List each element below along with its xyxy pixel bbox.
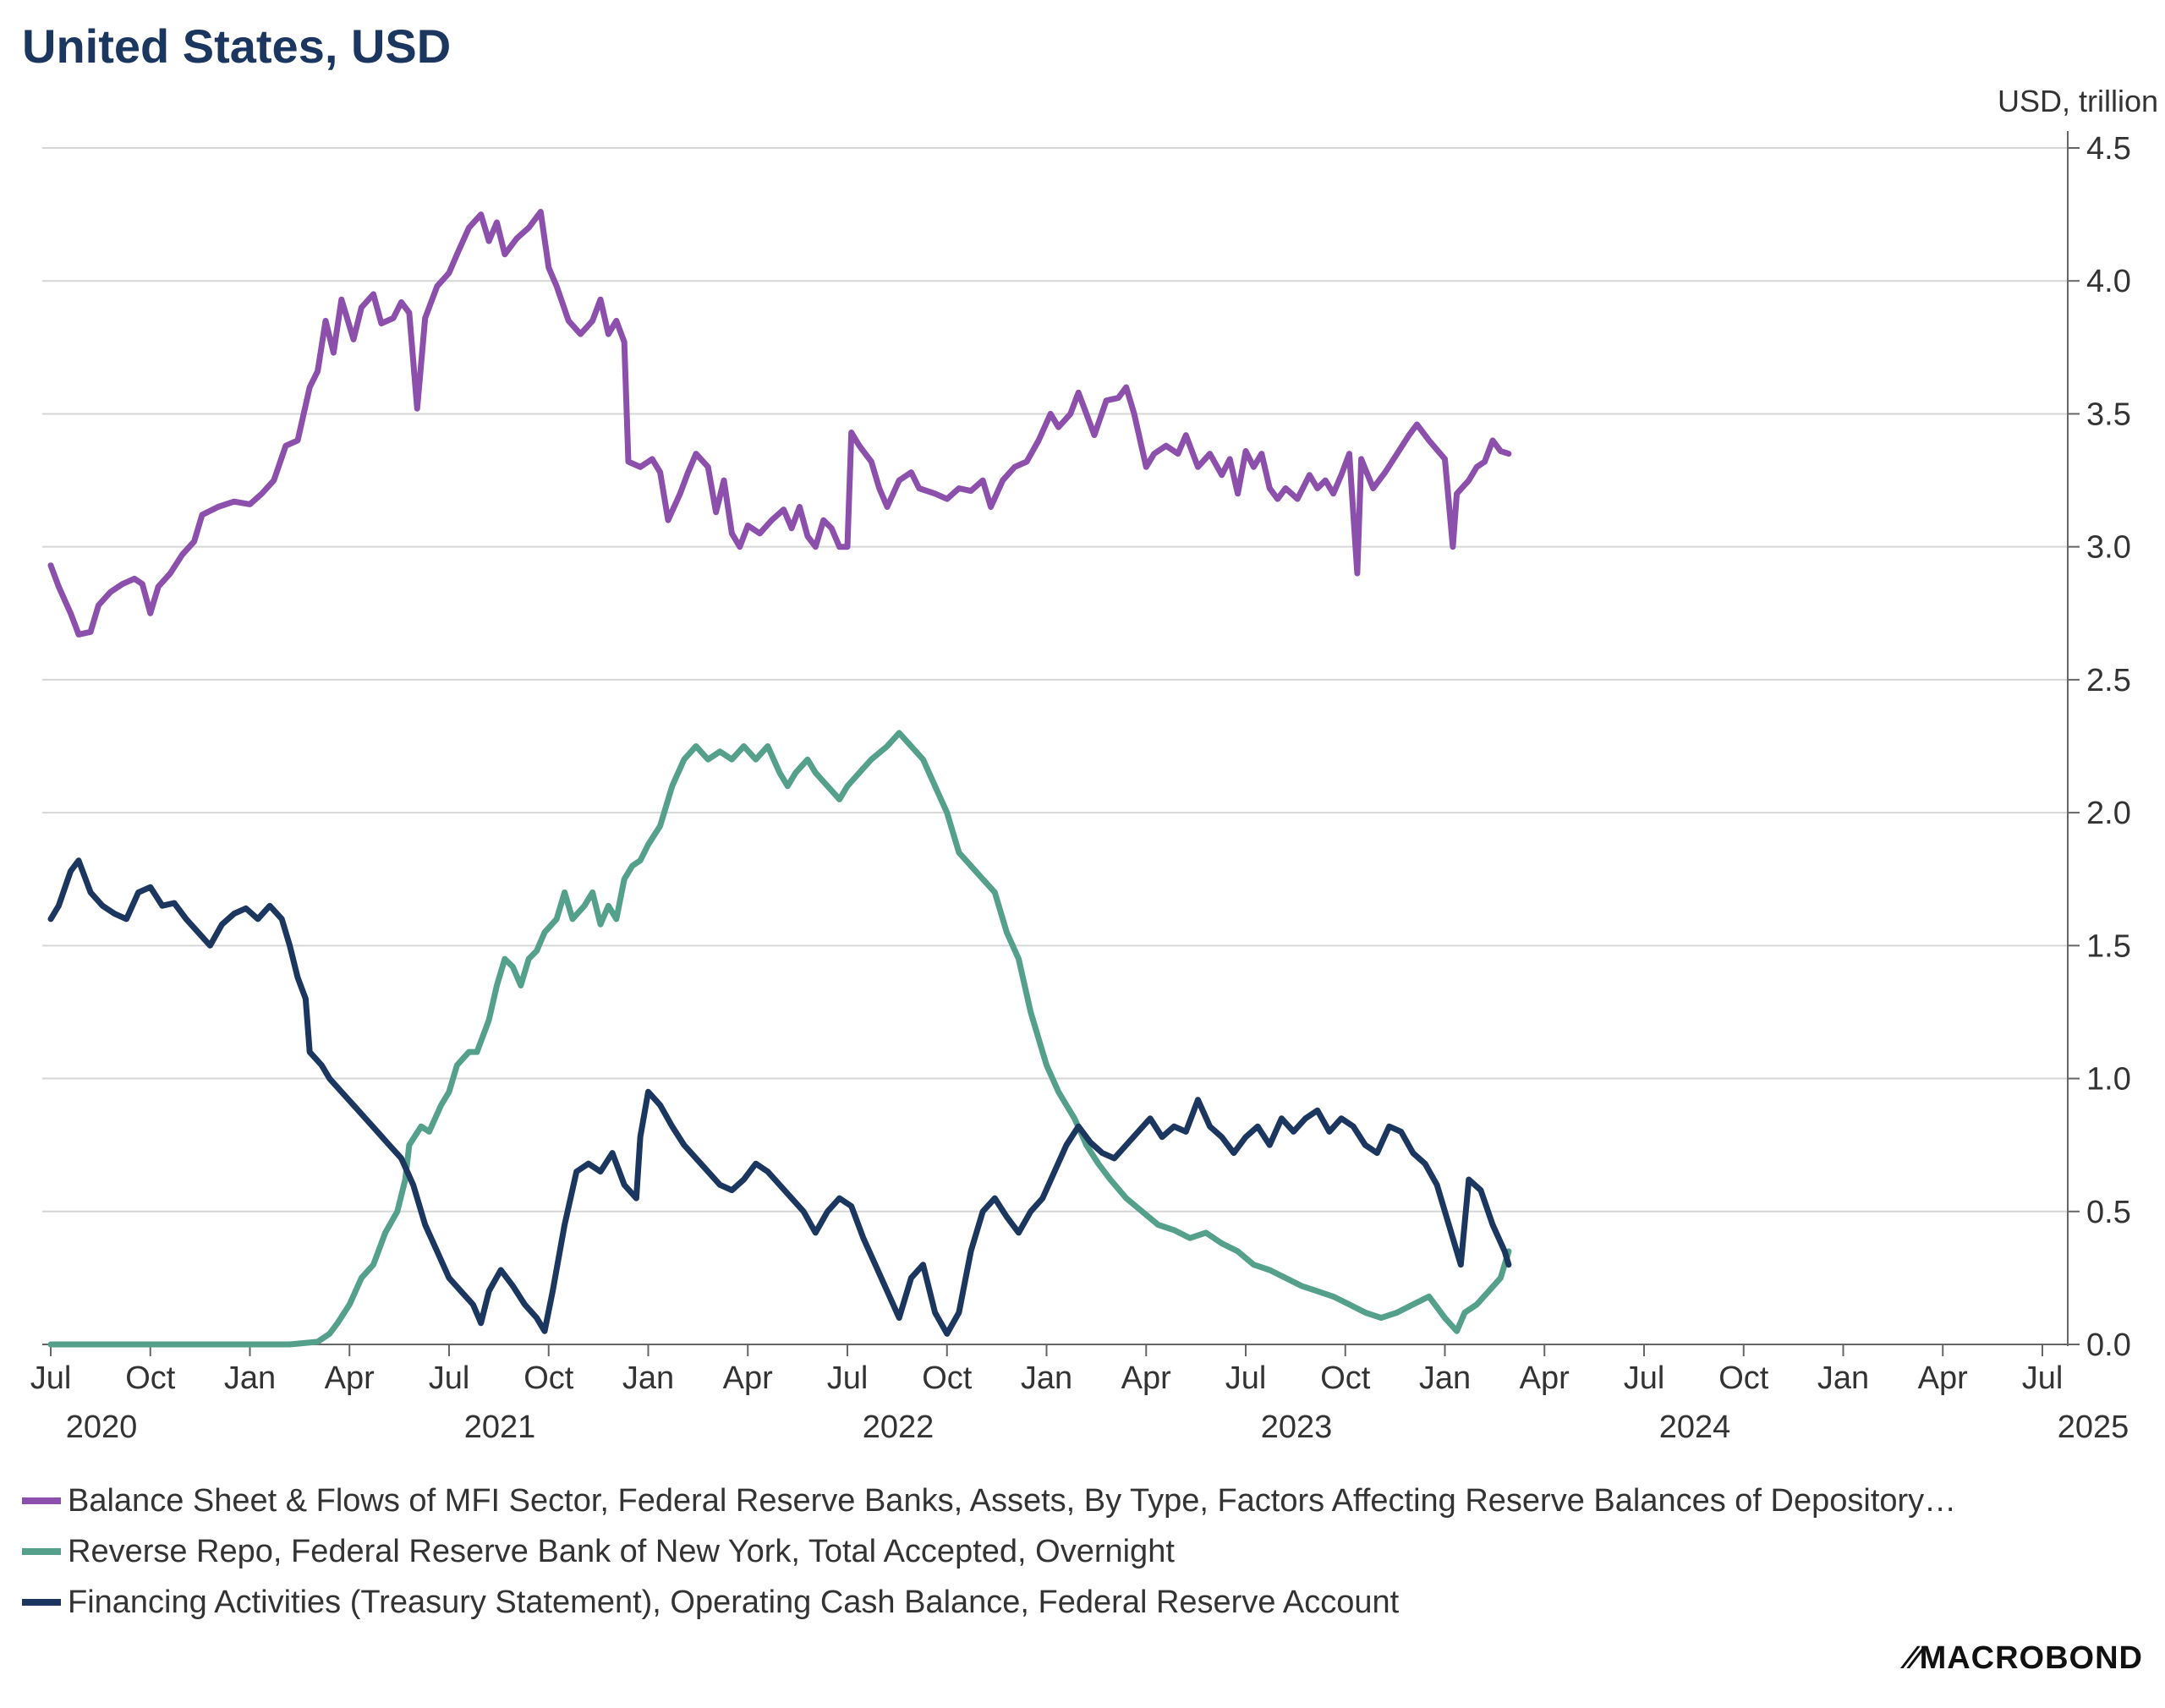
y-tick-label: 2.5 — [2086, 663, 2131, 698]
x-tick-label: Jan — [622, 1360, 674, 1396]
x-tick-label: Oct — [922, 1360, 973, 1396]
legend-swatch-reverse-repo — [22, 1548, 61, 1555]
y-axis: 0.0 0.5 1.0 1.5 2.0 2.5 3.0 3.5 4.0 4.5 — [2067, 131, 2131, 1363]
x-tick-label: Oct — [1320, 1360, 1371, 1396]
series-line-2 — [47, 857, 1512, 1337]
x-year-label: 2020 — [66, 1410, 138, 1445]
x-tick-label: Jul — [2022, 1360, 2064, 1396]
legend-label-fed-assets: Balance Sheet & Flows of MFI Sector, Fed… — [68, 1482, 1957, 1519]
x-tick-label: Jan — [1817, 1360, 1869, 1396]
legend-swatch-fed-assets — [22, 1497, 61, 1504]
legend-item-reverse-repo: Reverse Repo, Federal Reserve Bank of Ne… — [22, 1526, 1956, 1577]
y-tick-label: 0.5 — [2086, 1195, 2131, 1230]
x-tick-label: Apr — [1918, 1360, 1968, 1396]
x-tick-label: Oct — [1718, 1360, 1769, 1396]
legend-label-tga: Financing Activities (Treasury Statement… — [68, 1584, 1400, 1620]
legend-swatch-tga — [22, 1599, 61, 1606]
x-year-label: 2023 — [1261, 1410, 1333, 1445]
x-tick-label: Jan — [1021, 1360, 1072, 1396]
x-year-label: 2025 — [2058, 1410, 2129, 1445]
x-tick-label: Jul — [827, 1360, 869, 1396]
y-tick-label: 0.0 — [2086, 1328, 2131, 1363]
y-tick-label: 1.0 — [2086, 1062, 2131, 1098]
brand-logo: ⁄⁄MACROBOND — [1907, 1640, 2143, 1677]
y-tick-label: 2.0 — [2086, 796, 2131, 831]
x-axis: Jul 2020 Oct Jan Apr Jul 2021 Oct Jan Apr Jul 2022 O… — [30, 1344, 2129, 1445]
x-tick-label: Apr — [325, 1360, 375, 1396]
x-tick-label: Apr — [1520, 1360, 1570, 1396]
y-tick-label: 1.5 — [2086, 928, 2131, 964]
legend-item-tga: Financing Activities (Treasury Statement… — [22, 1577, 1956, 1628]
y-tick-label: 3.5 — [2086, 397, 2131, 432]
x-tick-label: Jan — [1419, 1360, 1471, 1396]
legend-label-reverse-repo: Reverse Repo, Federal Reserve Bank of Ne… — [68, 1533, 1175, 1569]
x-year-label: 2022 — [863, 1410, 935, 1445]
series-line-1 — [47, 730, 1512, 1348]
brand-name: MACROBOND — [1919, 1640, 2143, 1676]
series-lines — [47, 209, 1512, 1348]
y-tick-label: 4.0 — [2086, 264, 2131, 299]
x-tick-label: Oct — [125, 1360, 176, 1396]
chart-title: United States, USD — [22, 19, 452, 73]
legend: Balance Sheet & Flows of MFI Sector, Fed… — [22, 1475, 1956, 1628]
brand-mark-icon: ⁄⁄ — [1906, 1640, 1920, 1676]
x-tick-label: Jul — [30, 1360, 72, 1396]
x-tick-label: Oct — [523, 1360, 574, 1396]
x-tick-label: Jul — [1624, 1360, 1665, 1396]
x-year-label: 2021 — [464, 1410, 536, 1445]
x-tick-label: Apr — [723, 1360, 773, 1396]
unit-label: USD, trillion — [1998, 84, 2158, 118]
x-tick-label: Jul — [429, 1360, 470, 1396]
x-year-label: 2024 — [1659, 1410, 1731, 1445]
legend-item-fed-assets: Balance Sheet & Flows of MFI Sector, Fed… — [22, 1475, 1956, 1526]
y-tick-label: 3.0 — [2086, 530, 2131, 566]
series-line-0 — [47, 209, 1512, 638]
x-tick-label: Jul — [1225, 1360, 1267, 1396]
x-tick-label: Jan — [224, 1360, 276, 1396]
y-tick-label: 4.5 — [2086, 131, 2131, 167]
x-tick-label: Apr — [1121, 1360, 1171, 1396]
